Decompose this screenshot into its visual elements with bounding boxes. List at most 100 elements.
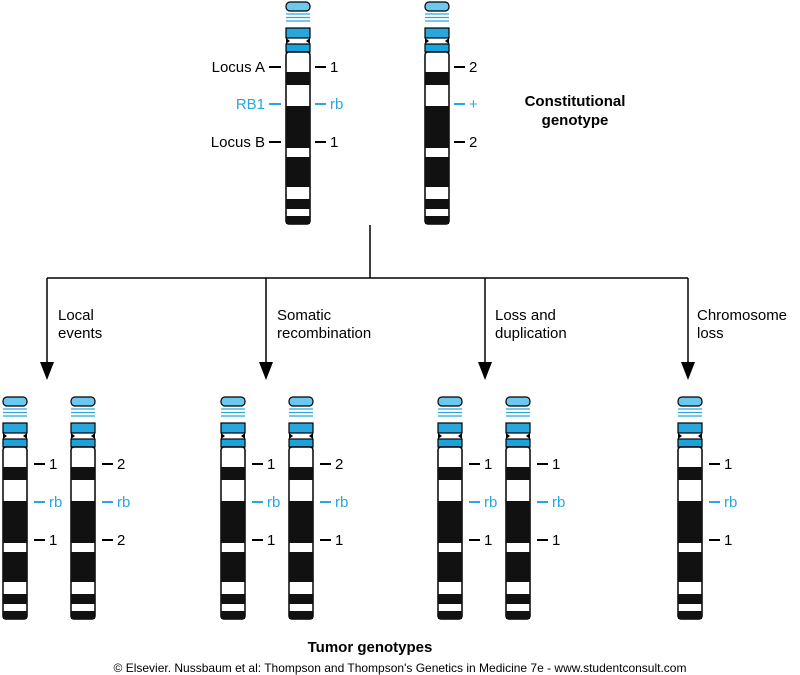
allele-label-a: 2 — [117, 456, 125, 473]
centromere-pinch — [678, 433, 682, 439]
centromere-upper — [424, 27, 450, 39]
branch-label-somatic-recombination-line2: recombination — [277, 325, 371, 342]
allele-label-rb: rb — [49, 494, 62, 511]
telomere-cap — [220, 396, 246, 407]
telomere-cap — [70, 396, 96, 407]
branch-label-local-events-line1: Local — [58, 307, 94, 324]
dark-band — [286, 72, 310, 85]
allele-label-a: 1 — [267, 456, 275, 473]
chrom2-locus-a-allele: 2 — [469, 59, 477, 76]
chrom2-rb-allele: + — [469, 96, 478, 113]
centromere-lower — [677, 438, 703, 448]
allele-label-b: 1 — [724, 532, 732, 549]
chrom1-rb-allele: rb — [330, 96, 343, 113]
branch-arrow-local-events — [40, 278, 54, 380]
dark-band — [289, 611, 313, 619]
centromere-pinch — [3, 433, 7, 439]
allele-label-rb: rb — [267, 494, 280, 511]
telomere-cap — [285, 1, 311, 12]
dark-band — [425, 72, 449, 85]
tumor-genotypes-title: Tumor genotypes — [308, 639, 433, 656]
dark-band — [425, 157, 449, 187]
centromere-lower — [220, 438, 246, 448]
telomere-cap — [437, 396, 463, 407]
telomere-cap — [505, 396, 531, 407]
chrom1-locus-a-allele: 1 — [330, 59, 338, 76]
constitutional-title-line1: Constitutional — [525, 93, 626, 110]
copyright-credit: © Elsevier. Nussbaum et al: Thompson and… — [114, 661, 687, 675]
dark-band — [286, 106, 310, 148]
centromere-upper — [220, 422, 246, 434]
dark-band — [3, 467, 27, 480]
dark-band — [3, 501, 27, 543]
centromere-pinch — [445, 38, 449, 44]
dark-band — [506, 611, 530, 619]
dark-band — [221, 611, 245, 619]
dark-band — [71, 594, 95, 604]
dark-band — [678, 552, 702, 582]
tumor-chromosome-3-1: 1 rb 1 — [437, 396, 497, 620]
branch-arrow-chromosome-loss — [681, 278, 695, 380]
centromere-pinch — [241, 433, 245, 439]
centromere-lower — [424, 43, 450, 53]
centromere-lower — [505, 438, 531, 448]
branch-arrow-loss-and-duplication — [478, 278, 492, 380]
centromere-pinch — [458, 433, 462, 439]
centromere-pinch — [306, 38, 310, 44]
dark-band — [286, 199, 310, 209]
allele-label-rb: rb — [724, 494, 737, 511]
centromere-upper — [288, 422, 314, 434]
centromere-lower — [70, 438, 96, 448]
dark-band — [289, 594, 313, 604]
allele-label-b: 1 — [552, 532, 560, 549]
dark-band — [3, 552, 27, 582]
centromere-pinch — [425, 38, 429, 44]
telomere-cap — [424, 1, 450, 12]
centromere-lower — [288, 438, 314, 448]
centromere-pinch — [698, 433, 702, 439]
centromere-lower — [437, 438, 463, 448]
dark-band — [678, 467, 702, 480]
centromere-pinch — [438, 433, 442, 439]
branch-label-loss-and-duplication-line2: duplication — [495, 325, 567, 342]
allele-label-rb: rb — [335, 494, 348, 511]
centromere-upper — [437, 422, 463, 434]
allele-label-rb: rb — [552, 494, 565, 511]
chrom1-locus-b-allele: 1 — [330, 134, 338, 151]
centromere-pinch — [506, 433, 510, 439]
constitutional-title-line2: genotype — [542, 112, 609, 129]
tumor-chromosomes: 1 rb 1 2 rb 2 1 rb 1 2 rb 1 1 rb 1 1 rb 1 1 rb 1 — [2, 396, 737, 620]
locus-a-label: Locus A — [212, 59, 265, 76]
dark-band — [221, 501, 245, 543]
dark-band — [221, 467, 245, 480]
allele-label-b: 1 — [335, 532, 343, 549]
allele-label-rb: rb — [484, 494, 497, 511]
dark-band — [506, 501, 530, 543]
allele-label-a: 1 — [484, 456, 492, 473]
dark-band — [71, 611, 95, 619]
tumor-chromosome-1-1: 1 rb 1 — [2, 396, 62, 620]
centromere-pinch — [309, 433, 313, 439]
branch-label-chromosome-loss-line2: loss — [697, 325, 724, 342]
dark-band — [71, 501, 95, 543]
tumor-chromosome-1-2: 2 rb 2 — [70, 396, 130, 620]
dark-band — [425, 216, 449, 224]
branch-label-local-events-line2: events — [58, 325, 102, 342]
centromere-lower — [285, 43, 311, 53]
allele-label-rb: rb — [117, 494, 130, 511]
centromere-upper — [285, 27, 311, 39]
dark-band — [438, 501, 462, 543]
allele-label-b: 2 — [117, 532, 125, 549]
centromere-pinch — [526, 433, 530, 439]
dark-band — [678, 501, 702, 543]
locus-b-label: Locus B — [211, 134, 265, 151]
dark-band — [678, 594, 702, 604]
dark-band — [221, 552, 245, 582]
centromere-pinch — [91, 433, 95, 439]
centromere-upper — [505, 422, 531, 434]
dark-band — [3, 594, 27, 604]
dark-band — [425, 199, 449, 209]
dark-band — [438, 594, 462, 604]
dark-band — [221, 594, 245, 604]
